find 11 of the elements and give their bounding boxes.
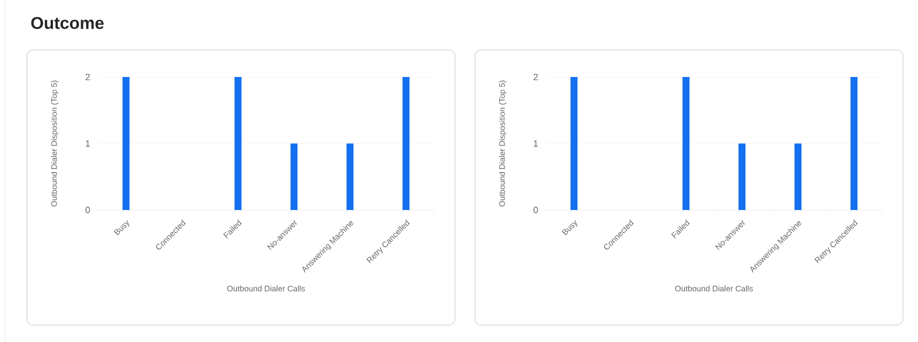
x-axis-title: Outbound Dialer Calls xyxy=(675,286,753,292)
y-tick-label: 0 xyxy=(534,206,538,214)
y-axis-title: Outbound Dialer Disposition (Top 5) xyxy=(51,80,58,206)
y-tick-label: 0 xyxy=(86,206,90,214)
y-tick-label: 1 xyxy=(534,140,538,147)
y-tick-label: 2 xyxy=(86,74,90,80)
y-tick-label: 2 xyxy=(534,74,538,80)
y-axis-title: Outbound Dialer Disposition (Top 5) xyxy=(499,80,506,206)
chart-title: Outcome xyxy=(31,16,104,30)
y-tick-label: 1 xyxy=(86,140,90,147)
x-axis-title: Outbound Dialer Calls xyxy=(227,286,305,292)
